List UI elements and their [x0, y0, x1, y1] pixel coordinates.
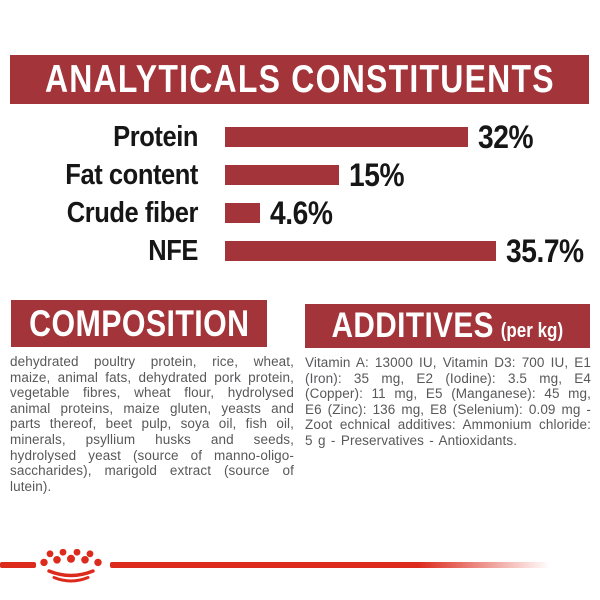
chart-category-label: Fat content [65, 158, 198, 191]
analyticals-constituents-title: ANALYTICALS CONSTITUENTS [44, 57, 555, 101]
chart-row-crude-fiber: Crude fiber 4.6% [0, 194, 600, 232]
chart-row-fat-content: Fat content 15% [0, 156, 600, 194]
additives-banner: ADDITIVES (per kg) [305, 304, 590, 348]
chart-category-label: NFE [148, 234, 198, 267]
analytical-constituents-chart: Protein 32% Fat content 15% Crude fiber 4.6% N… [0, 118, 600, 270]
composition-body-text: dehydrated poultry protein, rice, wheat,… [10, 354, 294, 494]
additives-title: ADDITIVES [331, 306, 495, 345]
crown-logo-icon [40, 549, 102, 583]
footer-divider-line-right [110, 562, 550, 568]
chart-row-nfe: NFE 35.7% [0, 232, 600, 270]
chart-bar [225, 241, 496, 261]
chart-bar [225, 203, 260, 223]
chart-bar [225, 127, 468, 147]
composition-banner: COMPOSITION [11, 300, 267, 347]
chart-value-label: 4.6% [270, 194, 333, 231]
additives-title-group: ADDITIVES (per kg) [332, 306, 564, 346]
composition-title: COMPOSITION [28, 302, 250, 344]
additives-per-kg-suffix: (per kg) [500, 320, 564, 342]
footer-divider-line-left [0, 562, 36, 568]
chart-bar [225, 165, 339, 185]
additives-body-text: Vitamin A: 13000 IU, Vitamin D3: 700 IU,… [305, 355, 591, 448]
chart-category-label: Crude fiber [66, 196, 199, 229]
chart-category-label: Protein [113, 120, 198, 153]
chart-value-label: 32% [478, 118, 534, 155]
chart-value-label: 35.7% [506, 232, 584, 269]
chart-row-protein: Protein 32% [0, 118, 600, 156]
chart-value-label: 15% [349, 156, 405, 193]
analyticals-constituents-banner: ANALYTICALS CONSTITUENTS [10, 55, 589, 104]
